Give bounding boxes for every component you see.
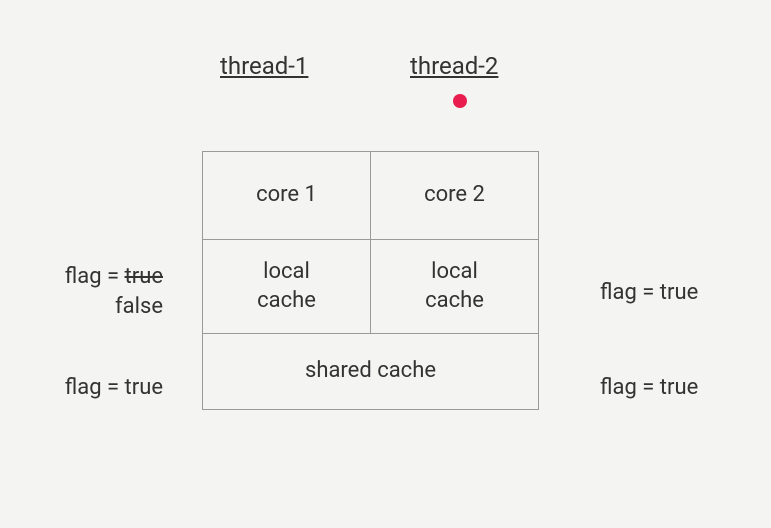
- marker-dot: [453, 94, 467, 108]
- flag-prefix: flag =: [65, 264, 125, 289]
- core-1-cell: core 1: [203, 152, 371, 240]
- left-shared-cache-annotation: flag = true: [65, 374, 163, 403]
- core-2-cell: core 2: [371, 152, 539, 240]
- shared-cache-cell: shared cache: [203, 334, 539, 410]
- thread-1-label: thread-1: [220, 52, 308, 80]
- local-cache-1-cell: local cache: [203, 240, 371, 334]
- left-local-cache-annotation-false: false: [115, 293, 163, 322]
- flag-strike-true: true: [125, 264, 163, 289]
- right-local-cache-annotation: flag = true: [600, 279, 698, 308]
- right-shared-cache-annotation: flag = true: [600, 374, 698, 403]
- local-cache-2-cell: local cache: [371, 240, 539, 334]
- cpu-diagram-table: core 1 core 2 local cache local cache sh…: [202, 151, 539, 410]
- thread-2-label: thread-2: [410, 52, 498, 80]
- left-local-cache-annotation: flag = true: [65, 263, 163, 292]
